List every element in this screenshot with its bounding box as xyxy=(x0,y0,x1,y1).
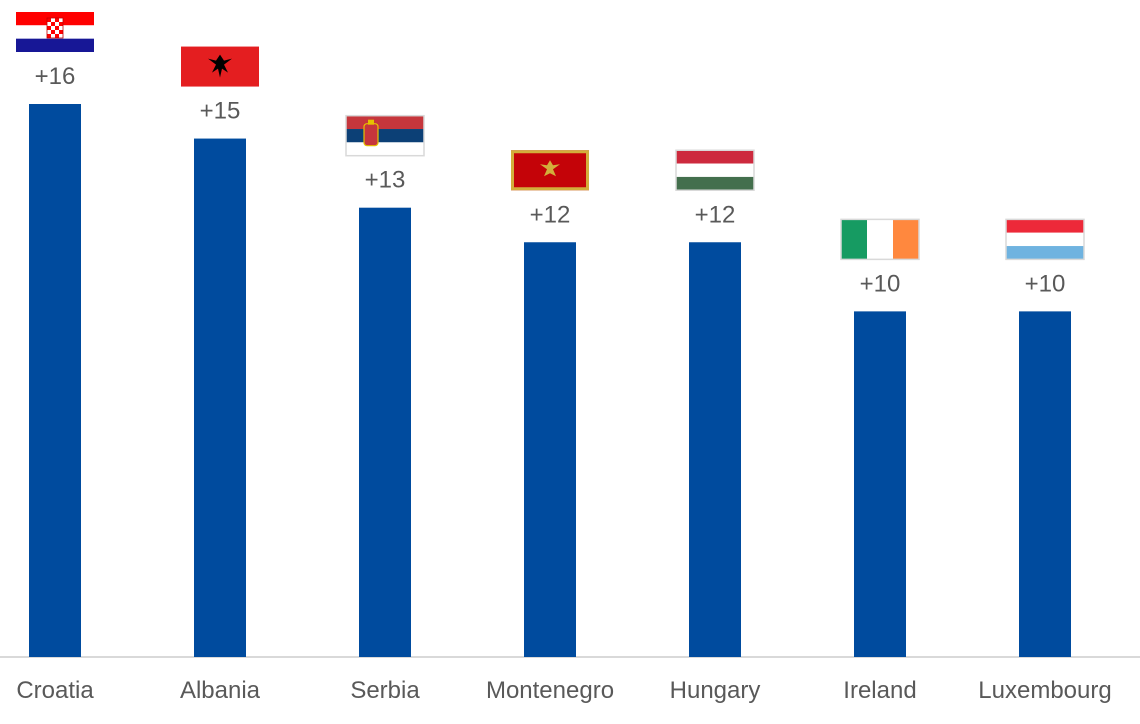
data-label-serbia: +13 xyxy=(365,167,406,194)
montenegro-flag-icon xyxy=(511,150,589,191)
bar-ireland xyxy=(854,311,906,657)
x-tick-serbia: Serbia xyxy=(350,677,420,704)
x-tick-albania: Albania xyxy=(180,677,261,704)
data-label-hungary: +12 xyxy=(695,201,736,228)
croatia-flag-icon xyxy=(16,12,94,52)
x-tick-croatia: Croatia xyxy=(16,677,94,704)
bar-albania xyxy=(194,138,246,657)
albania-flag-icon xyxy=(181,46,259,87)
data-label-montenegro: +12 xyxy=(530,201,571,228)
serbia-flag-icon xyxy=(345,114,425,157)
x-tick-labels-group: Croatia Albania Serbia Montenegro Hungary Ire… xyxy=(16,677,1111,704)
ireland-flag-icon xyxy=(840,218,920,261)
x-tick-ireland: Ireland xyxy=(843,677,916,704)
bar-hungary xyxy=(689,242,741,657)
bar-croatia xyxy=(29,104,81,657)
bars-group xyxy=(29,104,1071,657)
bar-luxembourg xyxy=(1019,311,1071,657)
x-tick-montenegro: Montenegro xyxy=(486,677,614,704)
data-label-albania: +15 xyxy=(200,98,241,125)
luxembourg-flag-icon xyxy=(1005,218,1085,261)
bar-montenegro xyxy=(524,242,576,657)
hungary-flag-icon xyxy=(675,149,755,191)
data-label-ireland: +10 xyxy=(860,270,901,297)
bar-serbia xyxy=(359,207,411,657)
flags-group xyxy=(16,12,1085,261)
data-label-luxembourg: +10 xyxy=(1025,270,1066,297)
data-labels-group: +16 +15 +13 +12 +12 +10 +10 xyxy=(35,63,1066,297)
x-tick-hungary: Hungary xyxy=(670,677,761,704)
data-label-croatia: +16 xyxy=(35,63,76,90)
x-tick-luxembourg: Luxembourg xyxy=(978,677,1111,704)
